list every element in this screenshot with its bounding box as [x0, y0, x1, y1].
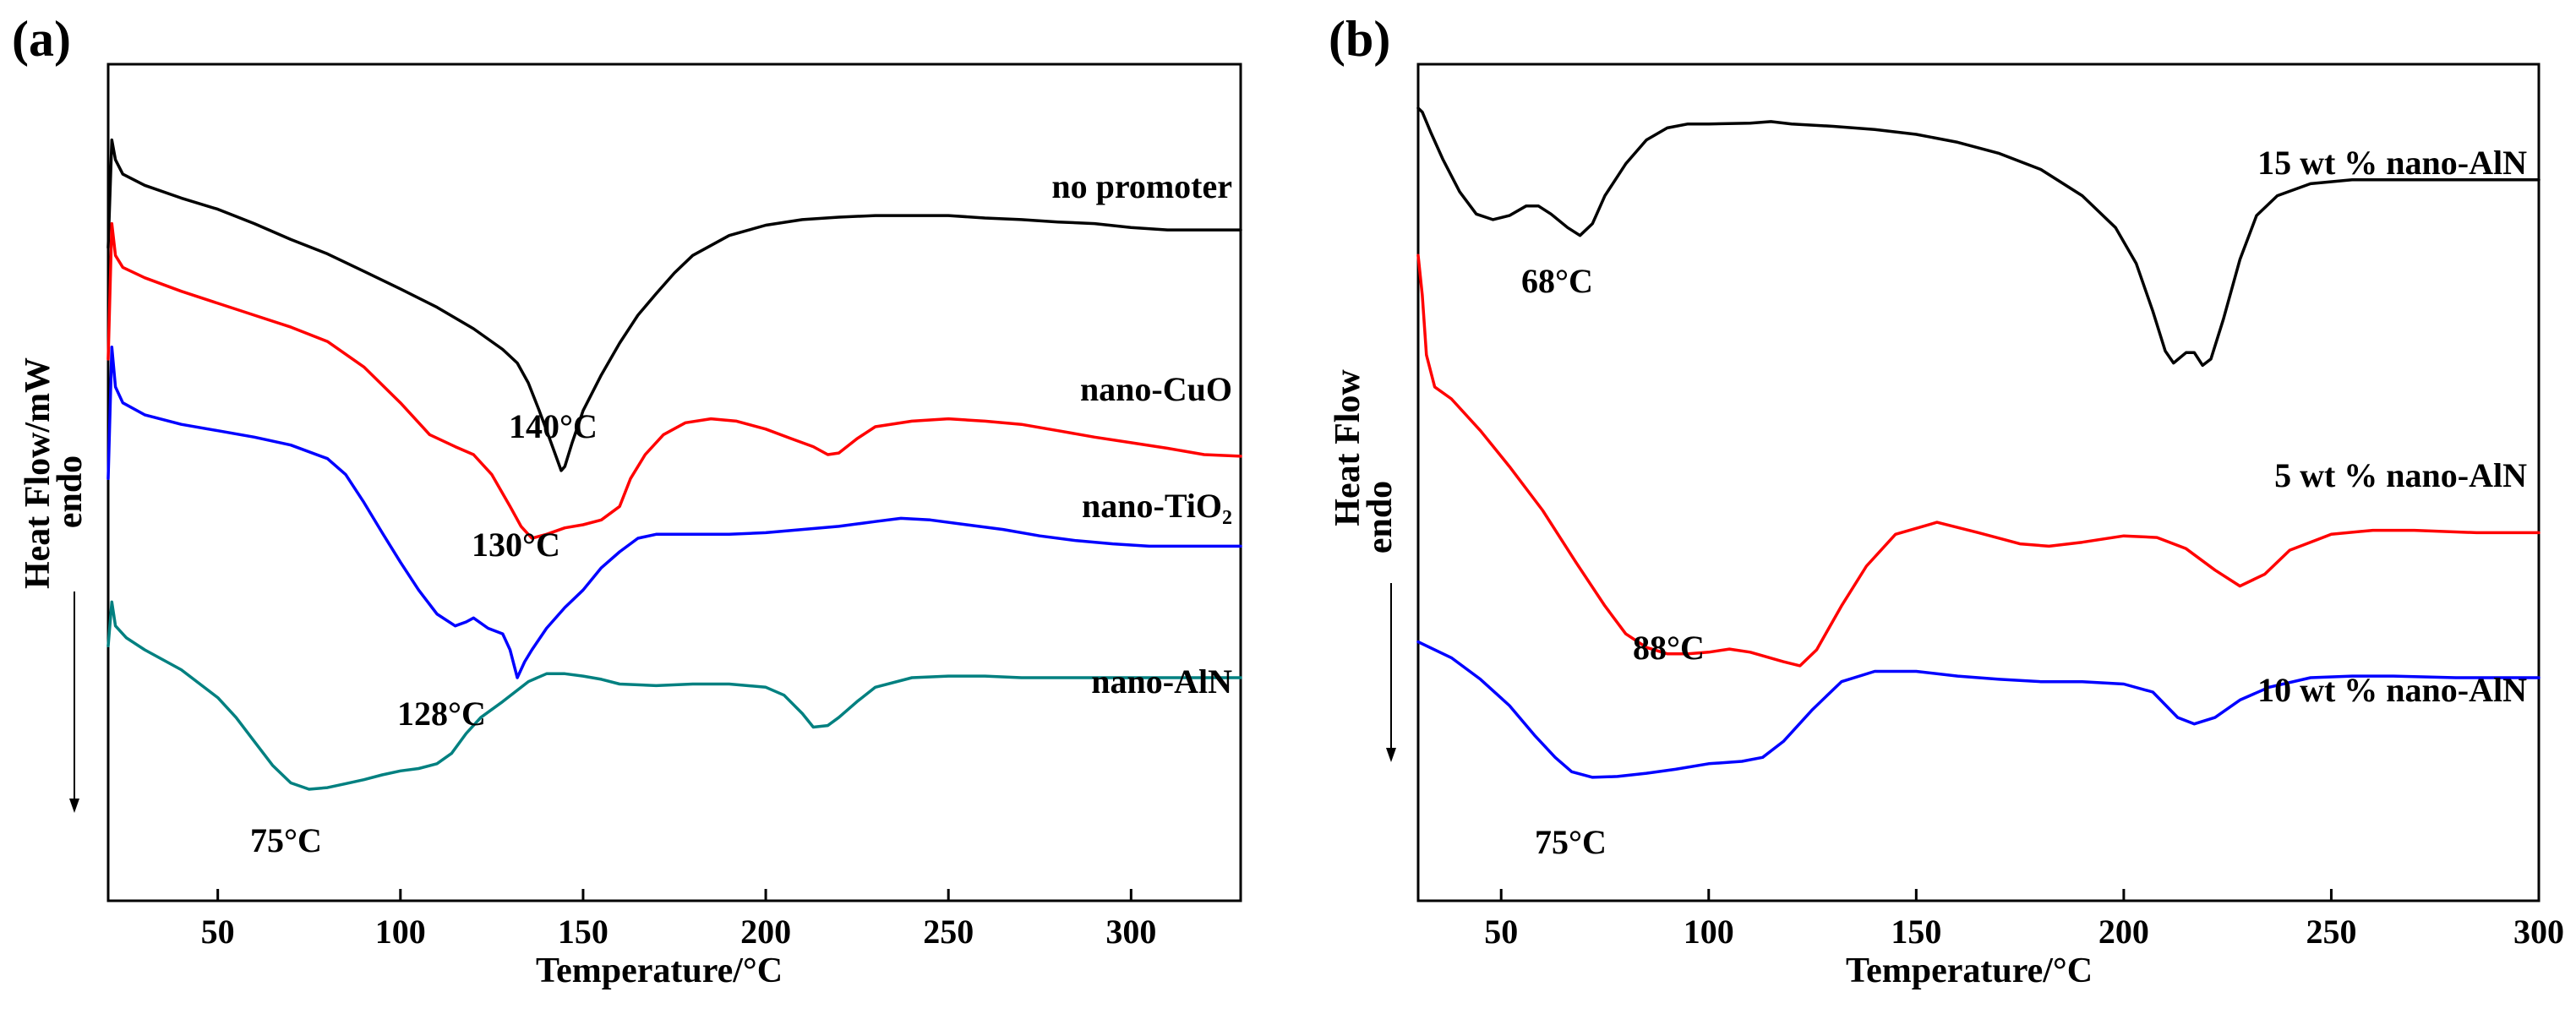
panel-b-x-tick-label-100: 100 — [1684, 913, 1734, 951]
panel-b-plot-frame — [1416, 63, 2541, 902]
panel-b-series-0 — [1416, 106, 2541, 368]
panel-a-series-0 — [106, 138, 1242, 472]
panel-a-x-tick-label-250: 250 — [923, 913, 974, 951]
panel-a-x-tick-label-100: 100 — [375, 913, 426, 951]
panel-b-x-axis-title: Temperature/°C — [1846, 951, 2093, 990]
panel-a-x-tick-label-200: 200 — [740, 913, 791, 951]
label-no-promoter: no promoter — [1051, 167, 1232, 205]
anno-68c: 68°C — [1521, 262, 1593, 300]
label-5wt: 5 wt % nano-AlN — [2274, 456, 2527, 494]
panel-a-plot-frame — [106, 63, 1242, 902]
panel-b-x-tick-label-250: 250 — [2306, 913, 2356, 951]
panel-a-y-axis-endo: endo — [51, 455, 90, 528]
panel-b-x-tick-label-200: 200 — [2098, 913, 2149, 951]
panel-b-x-tick-label-300: 300 — [2513, 913, 2564, 951]
anno-140c: 140°C — [509, 407, 598, 445]
panel-b: (b) 50 100 150 200 250 300 Temperature/°C Hea… — [1329, 11, 2564, 990]
panel-a-series-3 — [106, 600, 1242, 791]
panel-b-series-2 — [1416, 640, 2541, 779]
panel-b-curves — [1416, 106, 2541, 779]
panel-b-x-ticks: 50 100 150 200 250 300 — [1484, 889, 2564, 951]
label-nano-tio2: nano-TiO₂ — [1082, 487, 1232, 525]
panel-a-series-1 — [106, 221, 1242, 540]
panel-a-label: (a) — [12, 11, 71, 67]
label-nano-cuo: nano-CuO — [1080, 370, 1232, 408]
panel-b-y-axis-endo: endo — [1361, 481, 1400, 553]
panel-b-endo-arrow — [1386, 583, 1396, 762]
anno-88c: 88°C — [1633, 629, 1705, 667]
panel-b-series-1 — [1416, 254, 2541, 668]
panel-b-label: (b) — [1329, 11, 1390, 67]
panel-b-x-tick-label-50: 50 — [1484, 913, 1518, 951]
panel-a-curves — [106, 138, 1242, 791]
panel-b-y-axis-title: Heat Flow — [1329, 369, 1367, 526]
label-10wt: 10 wt % nano-AlN — [2257, 671, 2527, 709]
panel-a-x-ticks: 50 100 150 200 250 300 — [201, 889, 1156, 951]
panel-a-x-tick-label-300: 300 — [1105, 913, 1156, 951]
anno-130c: 130°C — [472, 526, 560, 564]
label-nano-aln: nano-AlN — [1091, 662, 1232, 701]
panel-a-x-tick-label-150: 150 — [558, 913, 609, 951]
panel-a-x-tick-label-50: 50 — [201, 913, 235, 951]
panel-b-x-tick-label-150: 150 — [1891, 913, 1941, 951]
panel-a-y-axis-title: Heat Flow/mW — [19, 357, 57, 589]
panel-a-series-2 — [106, 345, 1242, 679]
anno-75c-a: 75°C — [250, 821, 322, 859]
panel-a-x-axis-title: Temperature/°C — [536, 951, 783, 990]
anno-128c: 128°C — [397, 695, 486, 733]
label-15wt: 15 wt % nano-AlN — [2257, 144, 2527, 182]
panel-a: (a) 50 100 150 200 250 300 Temperature/°C Hea… — [12, 11, 1242, 990]
anno-75c-b: 75°C — [1535, 823, 1607, 861]
panel-a-endo-arrow — [69, 592, 79, 813]
